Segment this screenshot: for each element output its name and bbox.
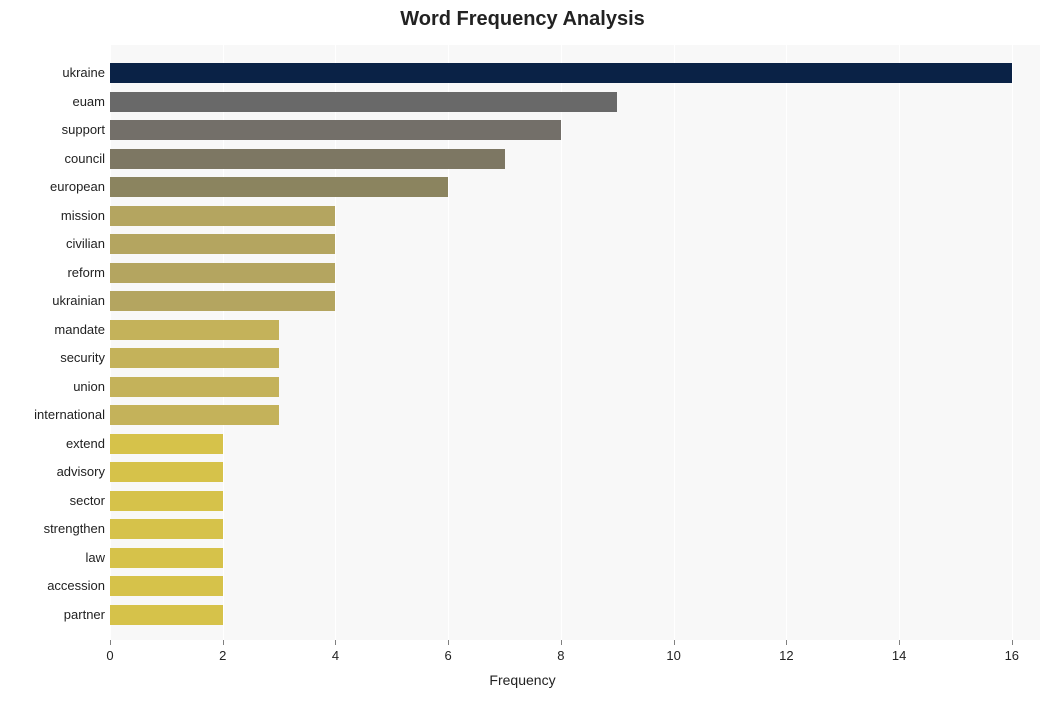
ytick-label: mandate — [5, 320, 105, 340]
gridline — [1012, 45, 1013, 640]
ytick-label: extend — [5, 434, 105, 454]
xtick-mark — [786, 640, 787, 645]
bar — [110, 120, 561, 140]
xtick-mark — [561, 640, 562, 645]
ytick-label: international — [5, 405, 105, 425]
bar — [110, 92, 617, 112]
bar — [110, 63, 1012, 83]
bar — [110, 263, 335, 283]
ytick-label: council — [5, 149, 105, 169]
bar — [110, 576, 223, 596]
plot-area — [110, 45, 1040, 640]
xtick-label: 10 — [666, 648, 680, 663]
ytick-label: euam — [5, 92, 105, 112]
bar — [110, 177, 448, 197]
xtick-label: 6 — [445, 648, 452, 663]
ytick-label: ukraine — [5, 63, 105, 83]
chart-title: Word Frequency Analysis — [0, 8, 1045, 31]
xtick-label: 2 — [219, 648, 226, 663]
xtick-mark — [335, 640, 336, 645]
bar — [110, 548, 223, 568]
xtick-label: 8 — [557, 648, 564, 663]
bar — [110, 519, 223, 539]
bar — [110, 605, 223, 625]
xtick-mark — [899, 640, 900, 645]
bar — [110, 348, 279, 368]
bar — [110, 320, 279, 340]
xaxis-title: Frequency — [0, 672, 1045, 688]
ytick-label: partner — [5, 605, 105, 625]
ytick-label: strengthen — [5, 519, 105, 539]
bar — [110, 491, 223, 511]
ytick-label: law — [5, 548, 105, 568]
xtick-label: 16 — [1005, 648, 1019, 663]
xtick-mark — [223, 640, 224, 645]
ytick-label: reform — [5, 263, 105, 283]
ytick-label: support — [5, 120, 105, 140]
gridline — [899, 45, 900, 640]
xtick-label: 4 — [332, 648, 339, 663]
bar — [110, 462, 223, 482]
xtick-mark — [1012, 640, 1013, 645]
ytick-label: civilian — [5, 234, 105, 254]
xtick-mark — [110, 640, 111, 645]
bar — [110, 149, 505, 169]
gridline — [561, 45, 562, 640]
bar — [110, 206, 335, 226]
bar — [110, 234, 335, 254]
ytick-label: union — [5, 377, 105, 397]
ytick-label: accession — [5, 576, 105, 596]
xtick-mark — [448, 640, 449, 645]
bar — [110, 434, 223, 454]
ytick-label: ukrainian — [5, 291, 105, 311]
xtick-label: 14 — [892, 648, 906, 663]
bar — [110, 291, 335, 311]
gridline — [786, 45, 787, 640]
xtick-label: 0 — [106, 648, 113, 663]
bar — [110, 377, 279, 397]
ytick-label: security — [5, 348, 105, 368]
xtick-mark — [674, 640, 675, 645]
ytick-label: sector — [5, 491, 105, 511]
bar — [110, 405, 279, 425]
ytick-label: european — [5, 177, 105, 197]
ytick-label: mission — [5, 206, 105, 226]
xtick-label: 12 — [779, 648, 793, 663]
ytick-label: advisory — [5, 462, 105, 482]
word-frequency-chart: Word Frequency Analysis Frequency 0 2 4 6 8 1… — [0, 0, 1045, 701]
gridline — [674, 45, 675, 640]
